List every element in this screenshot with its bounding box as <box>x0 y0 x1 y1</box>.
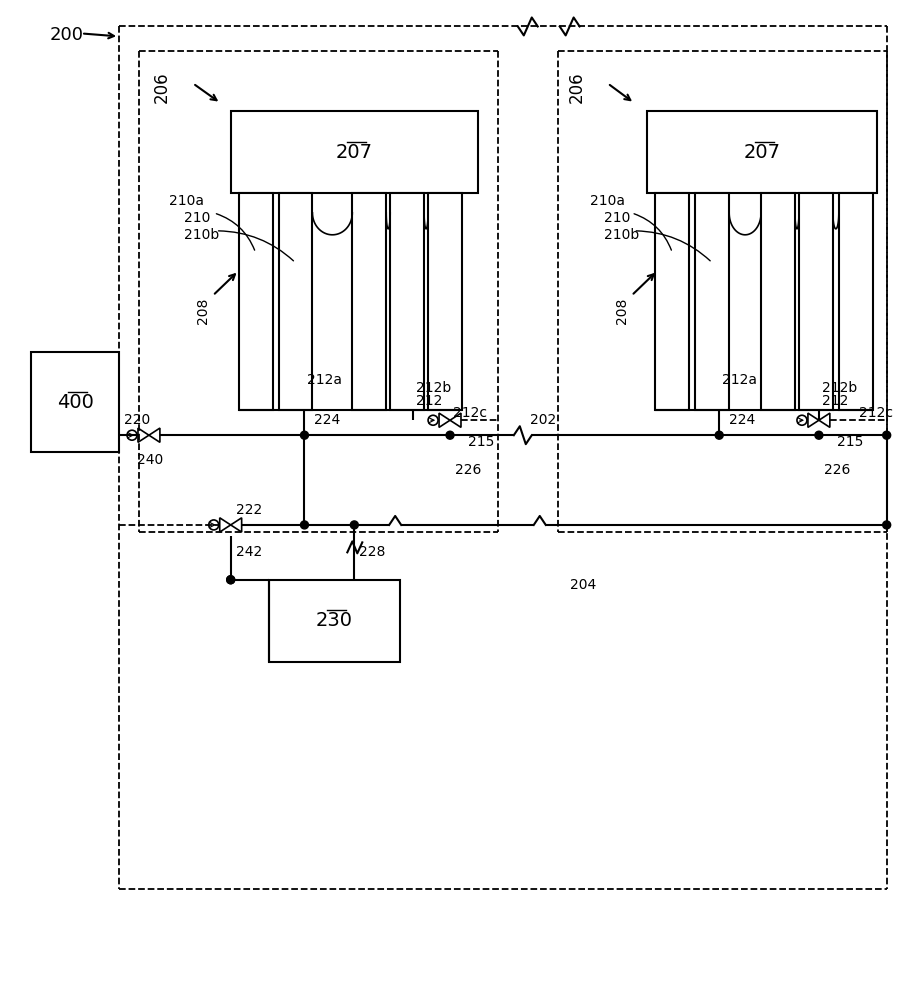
Bar <box>390 193 424 410</box>
Circle shape <box>445 431 454 439</box>
Text: 210a: 210a <box>589 194 624 208</box>
Text: 400: 400 <box>56 393 94 412</box>
Bar <box>239 193 272 410</box>
Bar <box>655 193 689 410</box>
Text: 212a: 212a <box>722 373 756 387</box>
Circle shape <box>300 431 308 439</box>
Circle shape <box>300 521 308 529</box>
Text: 207: 207 <box>335 143 373 162</box>
Circle shape <box>350 521 358 529</box>
Text: 212: 212 <box>415 394 442 408</box>
Text: 206: 206 <box>567 71 585 103</box>
Text: 226: 226 <box>823 463 849 477</box>
Text: 224: 224 <box>314 413 341 427</box>
Text: 230: 230 <box>315 611 353 630</box>
Bar <box>838 193 872 410</box>
Bar <box>761 193 794 410</box>
Text: 206: 206 <box>153 71 170 103</box>
Text: 204: 204 <box>569 578 595 592</box>
Bar <box>230 111 477 193</box>
Text: 222: 222 <box>235 503 261 517</box>
Bar <box>268 580 400 662</box>
Text: 212b: 212b <box>821 381 856 395</box>
Bar <box>647 111 875 193</box>
Text: 215: 215 <box>467 435 494 449</box>
Text: 226: 226 <box>455 463 481 477</box>
Text: 207: 207 <box>742 143 780 162</box>
Text: 212b: 212b <box>415 381 451 395</box>
Text: 202: 202 <box>529 413 556 427</box>
Text: 242: 242 <box>235 545 261 559</box>
Text: 200: 200 <box>49 26 83 44</box>
Circle shape <box>882 431 890 439</box>
Bar <box>694 193 729 410</box>
Bar <box>352 193 385 410</box>
Text: 220: 220 <box>124 413 150 427</box>
Text: 228: 228 <box>359 545 385 559</box>
Text: 212: 212 <box>821 394 847 408</box>
Circle shape <box>714 431 722 439</box>
Text: 210: 210 <box>184 211 210 225</box>
Text: 210: 210 <box>603 211 630 225</box>
Text: 210b: 210b <box>603 228 638 242</box>
Circle shape <box>227 576 234 584</box>
Text: 212a: 212a <box>307 373 342 387</box>
Bar <box>798 193 832 410</box>
Bar <box>31 352 119 452</box>
Text: 224: 224 <box>729 413 754 427</box>
Text: 208: 208 <box>614 297 628 324</box>
Circle shape <box>882 521 890 529</box>
Text: 212c: 212c <box>858 406 892 420</box>
Bar <box>427 193 462 410</box>
Text: 212c: 212c <box>453 406 486 420</box>
Circle shape <box>814 431 822 439</box>
Text: 240: 240 <box>137 453 163 467</box>
Circle shape <box>227 576 234 584</box>
Text: 210b: 210b <box>184 228 219 242</box>
Bar <box>278 193 312 410</box>
Text: 208: 208 <box>196 297 210 324</box>
Text: 215: 215 <box>836 435 863 449</box>
Text: 210a: 210a <box>169 194 204 208</box>
